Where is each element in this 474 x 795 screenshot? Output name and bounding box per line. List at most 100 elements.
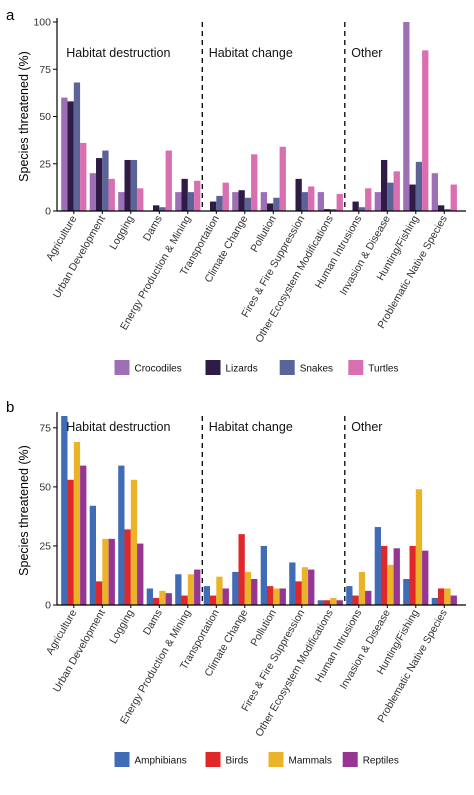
bar-amphibians [403, 579, 410, 605]
legend-label: Snakes [300, 364, 333, 375]
bar-turtles [222, 182, 229, 211]
bar-lizards [295, 178, 302, 211]
bar-snakes [444, 209, 451, 211]
legend-label: Crocodiles [135, 364, 182, 375]
bar-reptiles [279, 588, 286, 605]
bar-lizards [153, 205, 160, 211]
bar-birds [238, 534, 245, 606]
bar-turtles [137, 188, 144, 211]
legend-label: Mammals [289, 756, 332, 767]
legend-label: Reptiles [363, 756, 399, 767]
bar-mammals [73, 441, 81, 605]
bar-mammals [387, 564, 394, 605]
bar-amphibians [431, 597, 438, 605]
bar-reptiles [365, 590, 372, 605]
bar-turtles [108, 178, 115, 211]
bar-birds [438, 588, 445, 605]
bar-crocodiles [317, 192, 324, 211]
bar-turtles [422, 50, 429, 211]
panel-b: b Habitat destruction Habitat change Other 0… [6, 399, 466, 767]
bar-birds [67, 479, 74, 605]
bar-crocodiles [260, 192, 267, 211]
bar-snakes [301, 192, 309, 211]
bar-amphibians [175, 574, 182, 605]
legend-swatch-mammals [268, 752, 284, 767]
bar-reptiles [165, 593, 172, 605]
bar-birds [381, 545, 388, 605]
bar-snakes [387, 182, 394, 211]
bar-reptiles [422, 550, 429, 605]
bar-turtles [450, 184, 457, 211]
bar-mammals [216, 576, 223, 605]
bar-birds [210, 595, 217, 605]
legend-swatch-turtles [348, 360, 364, 375]
y-tick-label: 25 [39, 158, 51, 170]
legend-swatch-snakes [279, 360, 295, 375]
bar-turtles [251, 154, 258, 211]
bar-lizards [381, 159, 388, 211]
bar-birds [181, 595, 188, 605]
group-label: Habitat change [209, 420, 293, 434]
bar-lizards [210, 201, 217, 211]
x-tick-label: Logging [107, 607, 136, 646]
bar-mammals [102, 538, 109, 605]
bar-turtles [279, 146, 286, 211]
y-axis-title: Species threatened (%) [17, 445, 31, 576]
bar-snakes [415, 161, 423, 211]
bar-mammals [159, 590, 166, 605]
bar-reptiles [336, 600, 343, 605]
bar-birds [153, 597, 160, 605]
bar-birds [295, 581, 302, 606]
bar-lizards [238, 190, 245, 211]
bar-reptiles [137, 543, 144, 605]
bar-mammals [301, 567, 309, 605]
bar-amphibians [89, 505, 96, 605]
y-tick-label: 75 [39, 422, 51, 434]
legend-label: Amphibians [135, 756, 187, 767]
group-label: Other [351, 420, 382, 434]
y-tick-label: 0 [45, 206, 51, 218]
bar-mammals [358, 571, 366, 605]
bar-turtles [308, 186, 315, 211]
bar-lizards [438, 205, 445, 211]
x-tick-label: Dams [141, 214, 165, 244]
bar-birds [96, 581, 103, 606]
bar-amphibians [203, 586, 210, 605]
y-axis-title: Species threatened (%) [17, 51, 31, 182]
panel-letter: a [6, 7, 15, 24]
bar-reptiles [450, 595, 457, 605]
bar-turtles [336, 193, 343, 211]
bar-turtles [365, 188, 372, 211]
bar-snakes [102, 150, 109, 211]
bar-lizards [324, 209, 331, 211]
bar-crocodiles [61, 97, 68, 211]
bar-lizards [181, 178, 188, 211]
group-label: Other [351, 46, 382, 60]
bar-birds [324, 600, 331, 605]
bar-snakes [159, 207, 166, 211]
legend-label: Turtles [368, 364, 398, 375]
bar-crocodiles [403, 22, 410, 211]
bar-birds [267, 586, 274, 605]
legend-swatch-lizards [205, 360, 221, 375]
legend: Amphibians Birds Mammals Reptiles [114, 752, 399, 767]
bar-reptiles [222, 588, 229, 605]
group-label: Habitat destruction [66, 46, 170, 60]
bar-amphibians [317, 600, 324, 605]
y-tick-label: 25 [39, 540, 51, 552]
bar-amphibians [346, 586, 353, 605]
bar-mammals [444, 588, 451, 605]
x-tick-label: Urban Development [51, 607, 108, 694]
bar-lizards [96, 158, 103, 211]
bar-amphibians [118, 465, 125, 605]
bar-mammals [273, 588, 280, 605]
bar-amphibians [260, 545, 267, 605]
bar-snakes [273, 197, 280, 211]
bar-mammals [130, 479, 138, 605]
bar-lizards [124, 159, 131, 211]
bar-birds [124, 529, 131, 605]
bar-turtles [165, 150, 172, 211]
bar-crocodiles [89, 173, 96, 211]
panel-letter: b [6, 399, 14, 416]
